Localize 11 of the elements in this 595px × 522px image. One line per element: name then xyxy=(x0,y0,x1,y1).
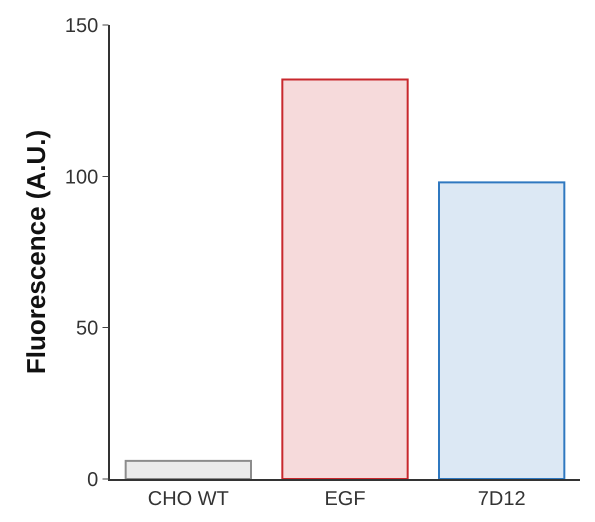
y-tick-label: 0 xyxy=(87,469,98,491)
bar xyxy=(281,78,409,479)
y-axis-title: Fluorescence (A.U.) xyxy=(20,130,51,374)
x-tick-label: 7D12 xyxy=(478,488,526,510)
bar xyxy=(438,181,566,479)
y-tick-label: 100 xyxy=(64,166,98,188)
y-tick-label: 50 xyxy=(76,318,98,340)
x-tick-label: EGF xyxy=(324,488,366,510)
bar xyxy=(124,460,252,479)
x-tick-label: CHO WT xyxy=(148,488,229,510)
y-tick-label: 150 xyxy=(64,15,98,37)
